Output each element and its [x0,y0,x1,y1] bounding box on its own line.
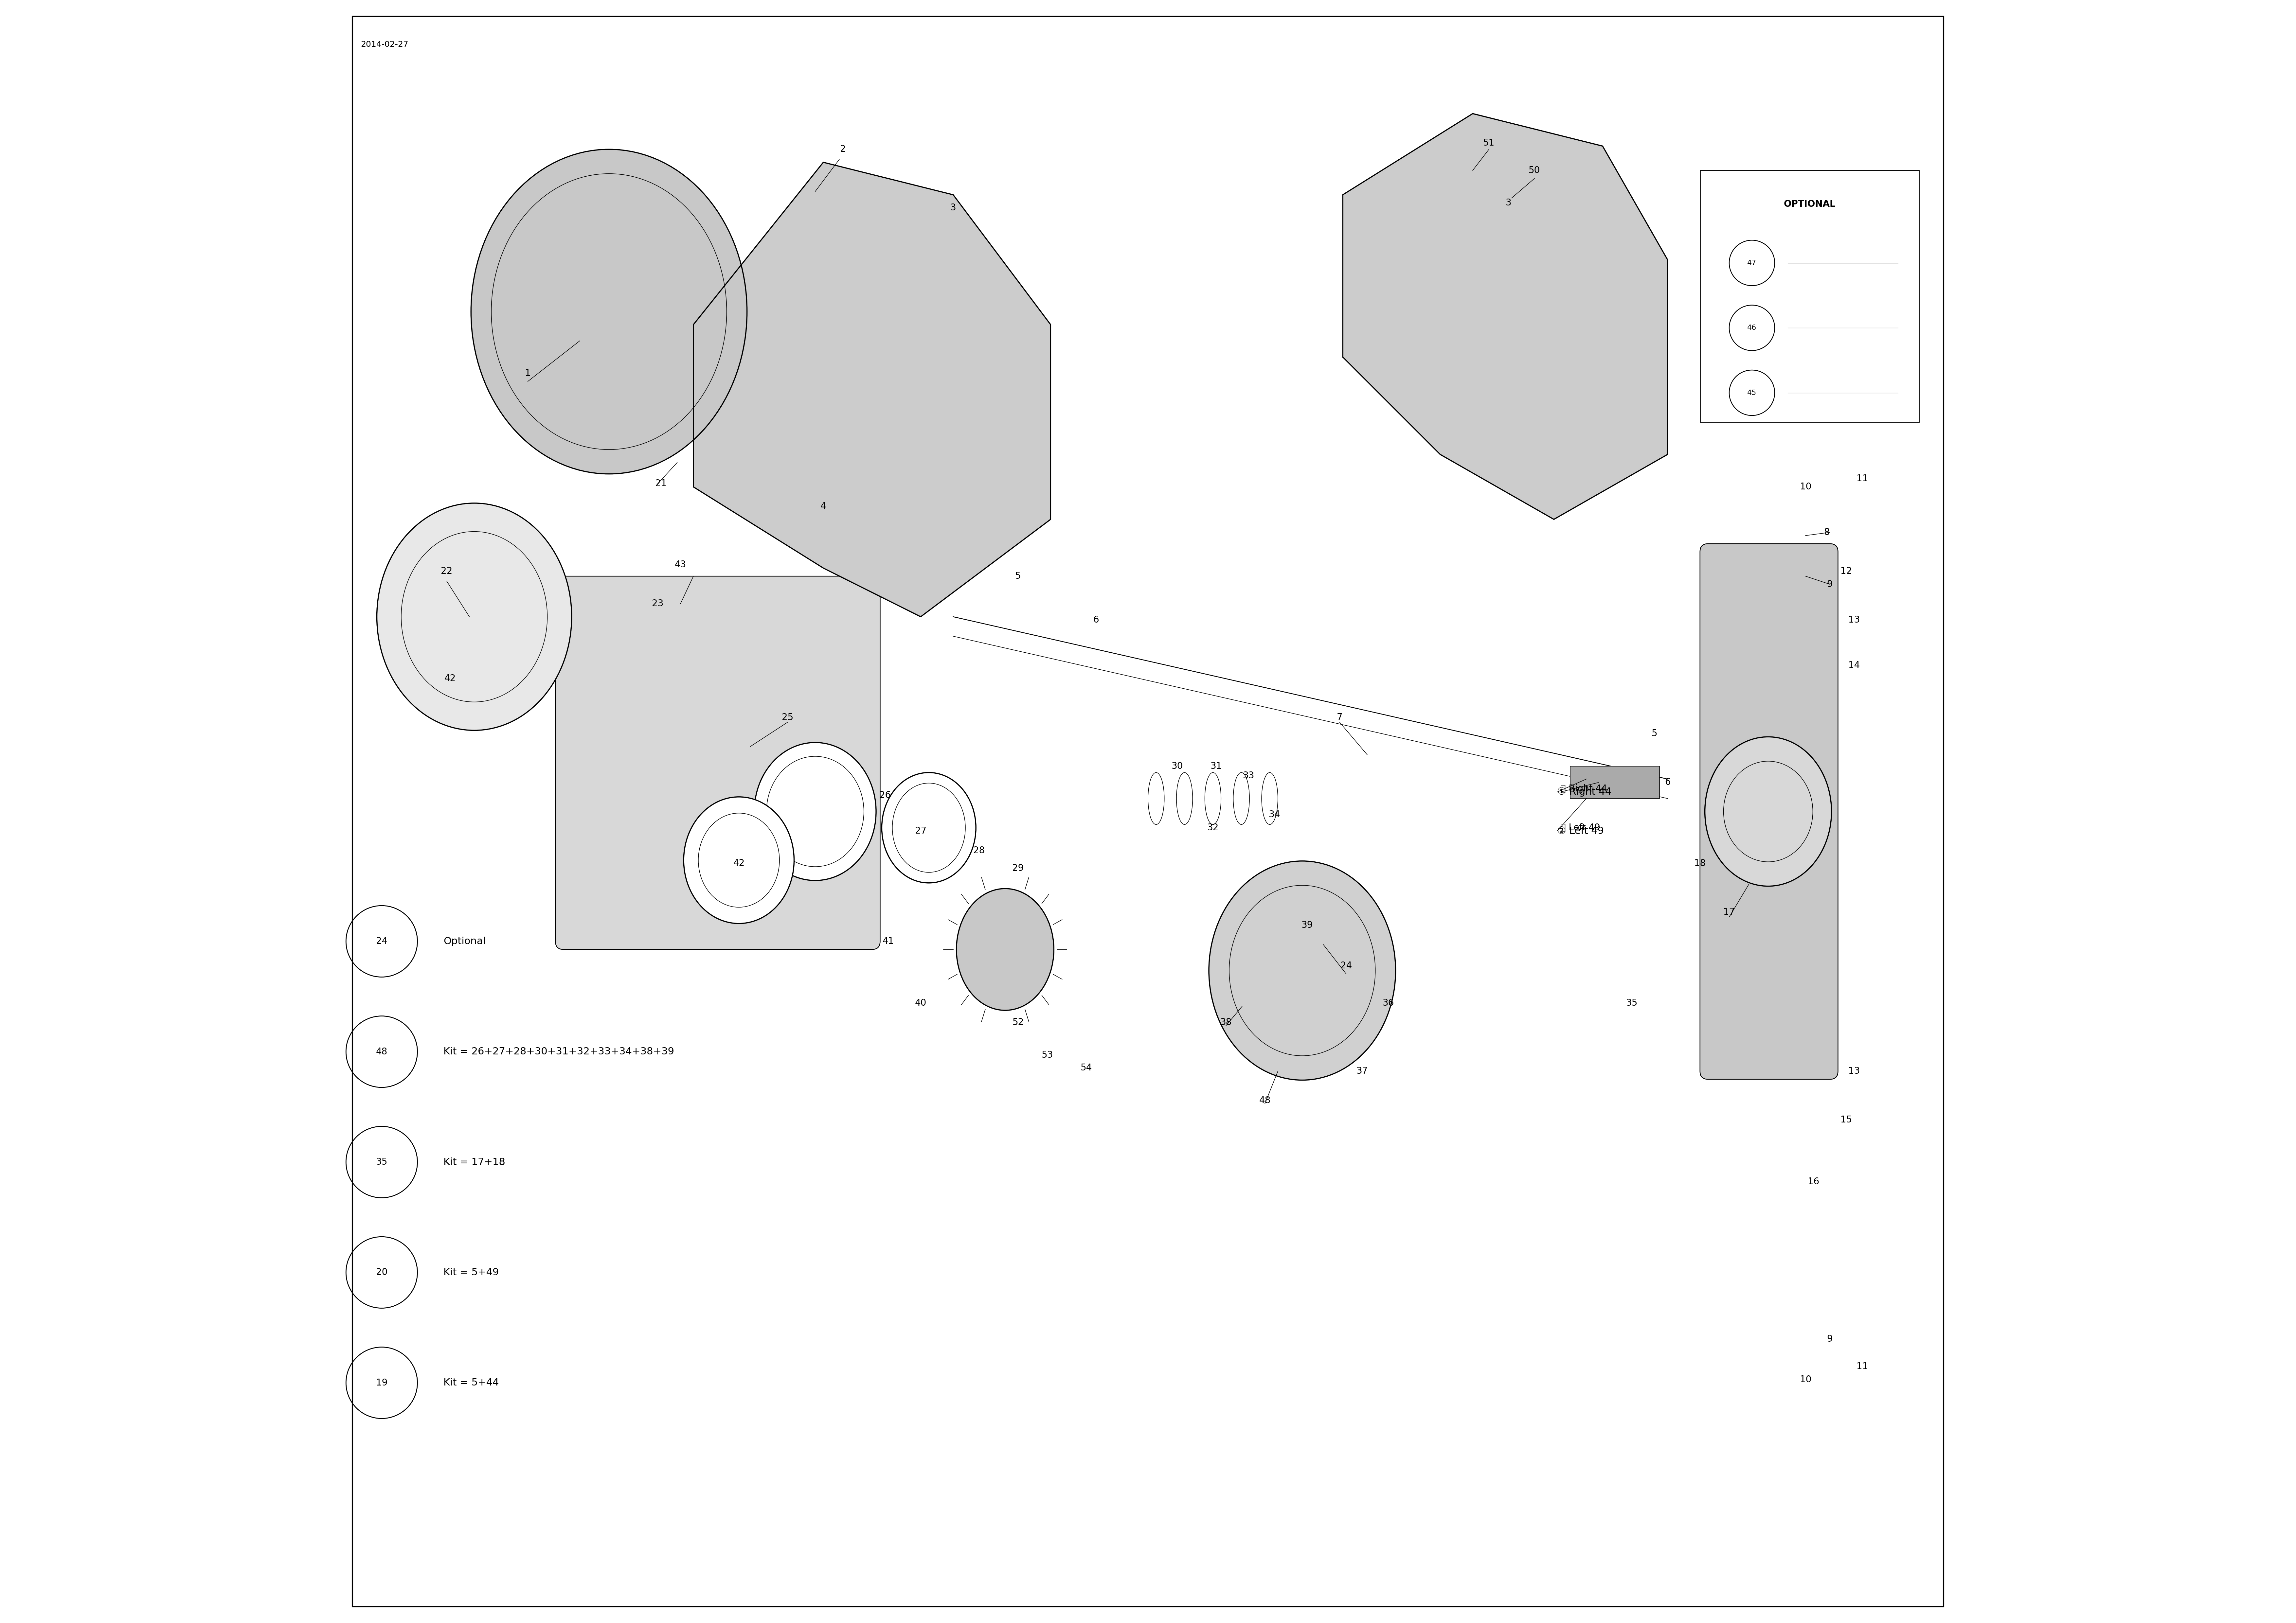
Text: ⓙ Left 49: ⓙ Left 49 [1561,823,1600,833]
Text: 33: 33 [1242,771,1254,781]
Ellipse shape [882,773,976,883]
Ellipse shape [1706,737,1832,886]
Text: 45: 45 [1747,390,1756,396]
Text: Kit = 5+44: Kit = 5+44 [443,1378,498,1388]
Text: 2: 2 [840,144,845,154]
Text: 37: 37 [1357,1066,1368,1076]
Text: 31: 31 [1210,761,1221,771]
Text: 39: 39 [1302,920,1313,930]
Text: 50: 50 [1529,166,1541,175]
Text: ② Left 49: ② Left 49 [1557,826,1605,836]
Text: 54: 54 [1081,1063,1093,1073]
Polygon shape [693,162,1052,617]
Text: Kit = 26+27+28+30+31+32+33+34+38+39: Kit = 26+27+28+30+31+32+33+34+38+39 [443,1047,675,1057]
FancyBboxPatch shape [1570,766,1660,799]
Text: Optional: Optional [443,936,487,946]
Circle shape [347,906,418,977]
Text: 42: 42 [443,674,455,683]
Text: 47: 47 [1747,260,1756,266]
Text: 42: 42 [732,859,744,868]
Circle shape [1729,370,1775,415]
Text: 35: 35 [377,1157,388,1167]
Text: 22: 22 [441,566,452,576]
Text: 40: 40 [914,998,928,1008]
Text: 14: 14 [1848,661,1860,670]
Text: 38: 38 [1219,1018,1231,1027]
Polygon shape [1343,114,1667,519]
Circle shape [1729,305,1775,351]
Ellipse shape [684,797,794,923]
Text: 13: 13 [1848,615,1860,625]
Text: 35: 35 [1626,998,1637,1008]
Text: 32: 32 [1208,823,1219,833]
Text: 1: 1 [526,368,530,378]
Text: ⓘ Right 44: ⓘ Right 44 [1561,784,1607,794]
Text: 53: 53 [1042,1050,1054,1060]
Text: 10: 10 [1800,1375,1812,1384]
Text: OPTIONAL: OPTIONAL [1784,200,1835,209]
FancyBboxPatch shape [1699,544,1839,1079]
Text: 11: 11 [1857,474,1869,484]
Text: 2014-02-27: 2014-02-27 [360,41,409,49]
Circle shape [347,1016,418,1087]
Text: 18: 18 [1694,859,1706,868]
Text: 12: 12 [1841,566,1853,576]
Ellipse shape [755,743,877,881]
Text: 5: 5 [1651,729,1658,738]
Text: 16: 16 [1807,1177,1818,1186]
Text: 8: 8 [1823,527,1830,537]
Text: 29: 29 [1013,863,1024,873]
Text: 24: 24 [377,936,388,946]
Text: 6: 6 [1093,615,1100,625]
Circle shape [347,1126,418,1198]
Circle shape [1729,240,1775,286]
Text: 48: 48 [377,1047,388,1057]
Text: 13: 13 [1848,1066,1860,1076]
Text: 26: 26 [879,790,891,800]
FancyBboxPatch shape [556,576,879,949]
Text: 24: 24 [1341,961,1352,971]
Text: 51: 51 [1483,138,1495,148]
Text: Kit = 17+18: Kit = 17+18 [443,1157,505,1167]
Text: ① Right 44: ① Right 44 [1557,787,1612,797]
Text: 20: 20 [377,1268,388,1277]
FancyBboxPatch shape [1699,170,1919,422]
Text: 46: 46 [1747,325,1756,331]
Text: 36: 36 [1382,998,1394,1008]
Text: 19: 19 [377,1378,388,1388]
Text: 9: 9 [1828,579,1832,589]
Text: 41: 41 [882,936,893,946]
Text: 21: 21 [654,479,666,489]
Ellipse shape [471,149,746,474]
Text: 15: 15 [1841,1115,1853,1125]
Text: 43: 43 [675,560,687,570]
Ellipse shape [377,503,572,730]
Text: 30: 30 [1171,761,1182,771]
Text: 11: 11 [1857,1362,1869,1371]
Circle shape [347,1347,418,1419]
Text: 7: 7 [1336,712,1343,722]
Text: 48: 48 [1258,1096,1270,1105]
Text: Kit = 5+49: Kit = 5+49 [443,1268,498,1277]
Text: 17: 17 [1724,907,1736,917]
Text: 6: 6 [1665,777,1671,787]
Text: 3: 3 [1506,198,1511,208]
Text: 25: 25 [783,712,794,722]
Text: 27: 27 [914,826,928,836]
Text: 9: 9 [1828,1334,1832,1344]
Text: 28: 28 [974,846,985,855]
Text: 10: 10 [1800,482,1812,492]
Circle shape [347,1237,418,1308]
Text: 34: 34 [1270,810,1281,820]
Text: 3: 3 [951,203,955,213]
Text: 4: 4 [820,502,827,511]
Text: 5: 5 [1015,571,1022,581]
Ellipse shape [957,889,1054,1010]
Text: 23: 23 [652,599,664,609]
Text: 52: 52 [1013,1018,1024,1027]
Ellipse shape [1210,862,1396,1081]
